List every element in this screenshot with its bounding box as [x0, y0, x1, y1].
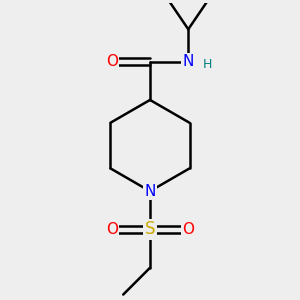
- Text: S: S: [145, 220, 155, 238]
- Text: N: N: [183, 54, 194, 69]
- Text: O: O: [182, 222, 194, 237]
- Text: H: H: [203, 58, 212, 70]
- Text: O: O: [106, 222, 118, 237]
- Text: N: N: [144, 184, 156, 199]
- Text: O: O: [106, 54, 118, 69]
